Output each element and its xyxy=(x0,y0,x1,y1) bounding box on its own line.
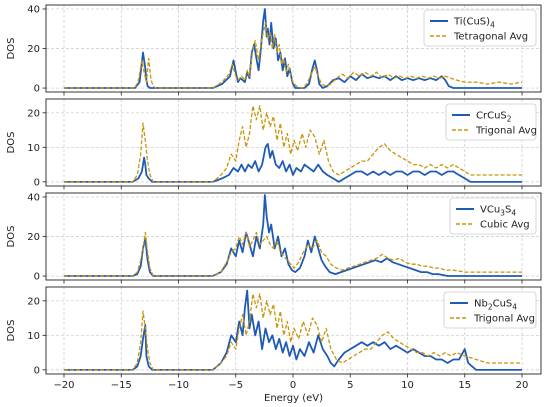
dos-panel-4: 0 10 20 DOS Nb2CuS4 Trigonal Avg −20 −15 −10 −5 0 5… xyxy=(6,286,542,404)
legend: Ti(CuS)4 Tetragonal Avg xyxy=(423,9,537,47)
y-tick-label: 20 xyxy=(27,296,40,307)
y-tick-label: 0 xyxy=(34,84,40,95)
series-line-average xyxy=(64,293,522,371)
series-line-average xyxy=(64,105,522,183)
y-tick-label: 20 xyxy=(27,232,40,243)
series-line-compound xyxy=(64,194,522,277)
y-tick-label: 40 xyxy=(27,4,40,15)
legend: VCu3S4 Cubic Avg xyxy=(449,197,537,235)
legend-box xyxy=(449,197,537,235)
legend-box xyxy=(445,103,537,141)
dos-panel-1: 0 20 40 DOS Ti(CuS)4 Tetragonal Avg xyxy=(6,4,542,96)
legend-label: CrCuS2 xyxy=(476,111,512,124)
legend-label: Nb2CuS4 xyxy=(474,299,517,312)
legend-label: Tetragonal Avg xyxy=(453,32,528,43)
y-tick-label: 40 xyxy=(27,192,40,203)
dos-panel-2: 0 10 20 DOS CrCuS2 Trigonal Avg xyxy=(6,98,542,190)
y-tick-label: 20 xyxy=(27,108,40,119)
y-tick-label: 0 xyxy=(34,177,40,188)
y-axis-label: DOS xyxy=(6,226,17,248)
plot-frame xyxy=(45,98,542,187)
x-tick-label: −10 xyxy=(168,380,189,391)
plot-frame xyxy=(45,192,542,281)
legend-label: Cubic Avg xyxy=(480,220,530,231)
series-line-compound xyxy=(64,142,522,183)
x-tick-label: −20 xyxy=(53,380,74,391)
legend-box xyxy=(443,291,537,329)
series-line-average xyxy=(64,22,523,89)
legend-label: Ti(CuS)4 xyxy=(453,17,495,30)
x-tick-label: 0 xyxy=(290,380,296,391)
series-line-average xyxy=(64,231,522,277)
x-tick-label: 10 xyxy=(401,380,414,391)
legend: Nb2CuS4 Trigonal Avg xyxy=(443,291,537,329)
y-axis-label: DOS xyxy=(6,320,17,342)
dos-panel-3: 0 20 40 DOS VCu3S4 Cubic Avg xyxy=(6,192,542,284)
y-axis-label: DOS xyxy=(6,132,17,154)
legend-box xyxy=(423,9,537,47)
y-tick-label: 10 xyxy=(27,331,40,342)
legend: CrCuS2 Trigonal Avg xyxy=(445,103,537,141)
x-axis-label: Energy (eV) xyxy=(264,393,323,404)
y-tick-label: 20 xyxy=(27,44,40,55)
y-tick-label: 0 xyxy=(34,365,40,376)
legend-label: Trigonal Avg xyxy=(475,126,537,137)
plot-frame xyxy=(45,286,542,375)
x-tick-label: 15 xyxy=(458,380,471,391)
legend-label: Trigonal Avg xyxy=(473,314,535,325)
legend-label: VCu3S4 xyxy=(480,205,516,218)
y-tick-label: 0 xyxy=(34,272,40,283)
x-tick-label: 20 xyxy=(516,380,529,391)
x-tick-label: −15 xyxy=(111,380,132,391)
y-tick-label: 10 xyxy=(27,143,40,154)
x-tick-label: 5 xyxy=(347,380,353,391)
y-axis-label: DOS xyxy=(6,38,17,60)
plot-frame xyxy=(45,4,542,93)
x-tick-label: −5 xyxy=(228,380,243,391)
